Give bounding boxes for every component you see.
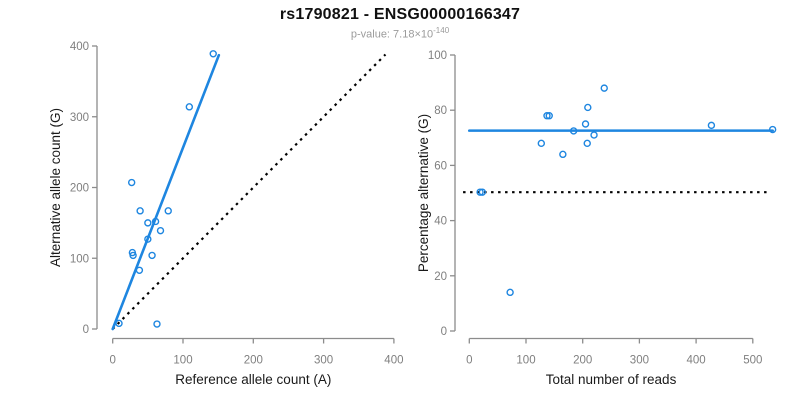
- allele-counts-scatter: 0 100 200 300 400 0 100 200 300 400 Reference alle…: [48, 41, 403, 387]
- x-tick-label: 200: [573, 355, 592, 367]
- y-tick-label: 0: [83, 324, 89, 336]
- data-point: [151, 217, 160, 226]
- data-point: [156, 226, 165, 235]
- data-point: [164, 207, 172, 215]
- data-point: [476, 188, 484, 196]
- identity-line: [111, 53, 387, 330]
- data-point: [506, 288, 514, 297]
- data-point: [583, 139, 591, 148]
- data-point: [543, 112, 551, 120]
- chart-subtitle: p-value: 7.18×10-140: [0, 26, 800, 41]
- x-axis-label: Reference allele count (A): [175, 372, 331, 387]
- x-tick-label: 100: [516, 355, 535, 367]
- x-tick-label: 400: [687, 355, 706, 367]
- data-point: [129, 251, 137, 260]
- y-tick-label: 80: [434, 105, 447, 117]
- data-point: [600, 84, 608, 92]
- pvalue-exponent: -140: [433, 26, 450, 35]
- x-tick-label: 200: [244, 355, 263, 367]
- y-tick-label: 0: [441, 326, 447, 338]
- data-point: [590, 131, 598, 139]
- data-point: [707, 121, 716, 130]
- x-tick-label: 300: [630, 355, 649, 367]
- percentage-vs-reads-scatter: 0 20 40 60 80 100 0 100 200 300 400 500 Total number…: [416, 50, 777, 387]
- data-point: [153, 320, 161, 328]
- y-tick-label: 100: [70, 253, 89, 265]
- data-point: [545, 112, 553, 120]
- chart-header: rs1790821 - ENSG00000166347 p-value: 7.1…: [0, 6, 800, 41]
- data-point: [144, 219, 152, 227]
- pvalue-text: p-value: 7.18×10: [350, 28, 434, 41]
- data-point: [136, 207, 144, 215]
- data-point: [148, 251, 156, 260]
- y-axis-label: Percentage alternative (G): [416, 114, 431, 272]
- y-tick-label: 40: [434, 216, 447, 228]
- data-point: [768, 125, 777, 134]
- data-point: [209, 50, 217, 58]
- data-point: [478, 188, 487, 196]
- y-tick-label: 60: [434, 160, 447, 172]
- x-tick-label: 300: [314, 355, 333, 367]
- fit-line: [111, 53, 221, 331]
- y-axis-label: Alternative allele count (G): [48, 108, 63, 267]
- data-point: [135, 266, 144, 274]
- data-point: [127, 178, 136, 187]
- x-axis-label: Total number of reads: [546, 372, 677, 387]
- x-tick-label: 0: [466, 355, 472, 367]
- x-tick-label: 500: [743, 355, 762, 367]
- data-point: [581, 120, 590, 128]
- y-tick-label: 20: [434, 271, 447, 283]
- data-point: [144, 235, 152, 243]
- y-tick-label: 100: [428, 50, 447, 62]
- x-tick-label: 400: [384, 355, 403, 367]
- y-tick-label: 300: [70, 112, 89, 124]
- data-point: [185, 103, 194, 111]
- data-point: [569, 127, 578, 135]
- data-point: [537, 139, 546, 148]
- y-tick-label: 400: [70, 41, 89, 53]
- data-point: [115, 319, 123, 328]
- chart-title: rs1790821 - ENSG00000166347: [279, 6, 521, 23]
- data-point: [584, 103, 592, 112]
- x-tick-label: 0: [109, 355, 115, 367]
- data-point: [559, 150, 567, 159]
- x-tick-label: 100: [173, 355, 192, 367]
- y-tick-label: 200: [70, 183, 89, 195]
